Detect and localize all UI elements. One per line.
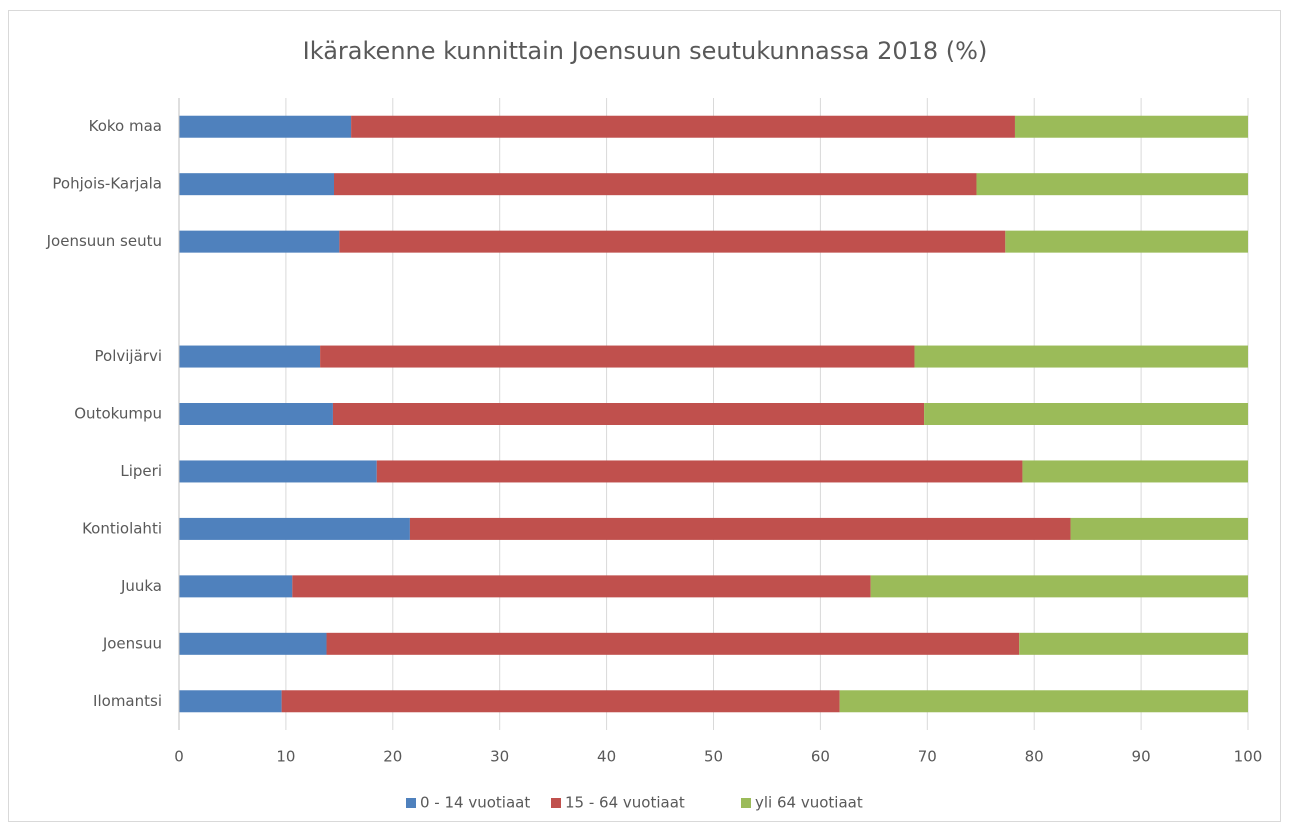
x-tick-label: 0 [174,748,184,766]
y-tick-label: Koko maa [89,117,162,135]
bar-segment [1005,230,1248,253]
y-tick-label: Juuka [120,577,162,595]
x-tick-label: 30 [490,748,509,766]
bar-segment [179,230,340,253]
x-tick-label: 80 [1025,748,1044,766]
bar-segment [179,403,333,425]
bar-segment [914,345,1248,368]
bar-segment [179,115,352,138]
bar-segment [976,173,1248,196]
bar-segment [179,517,410,540]
y-tick-label: Joensuun seutu [46,232,162,250]
bar-segment [1019,632,1248,655]
legend-swatch [551,798,561,808]
x-tick-label: 20 [383,748,402,766]
y-tick-label: Outokumpu [74,405,162,423]
x-tick-label: 40 [597,748,616,766]
bar-segment [334,173,977,196]
bar-segment [351,115,1015,138]
bar-segment [870,575,1248,598]
x-tick-label: 70 [918,748,937,766]
bar-segment [179,173,335,196]
y-tick-label: Ilomantsi [93,692,162,710]
bar-segment [409,517,1071,540]
y-tick-label: Polvijärvi [95,347,162,365]
bar-segment [281,690,840,713]
bar-segment [339,230,1006,253]
bar-segment [1014,115,1248,138]
x-tick-label: 60 [811,748,830,766]
x-tick-label: 100 [1234,748,1263,766]
x-tick-label: 90 [1132,748,1151,766]
bar-segment [1022,460,1248,483]
y-tick-label: Joensuu [102,634,162,652]
bar-segment [924,403,1248,425]
bar-segment [179,345,321,368]
bar-segment [292,575,871,598]
bar-segment [332,403,925,425]
x-tick-label: 10 [276,748,295,766]
y-tick-label: Liperi [120,462,162,480]
y-tick-label: Kontiolahti [82,519,162,537]
bar-segment [179,632,327,655]
legend-label: yli 64 vuotiaat [755,794,863,812]
bar-segment [320,345,915,368]
bar-segment [179,690,282,713]
bar-segment [839,690,1248,713]
bar-segment [179,575,293,598]
legend-swatch [741,798,751,808]
legend-label: 15 - 64 vuotiaat [565,794,685,812]
legend-swatch [406,798,416,808]
bar-segment [326,632,1020,655]
x-tick-label: 50 [704,748,723,766]
bar-segment [376,460,1023,483]
bar-segment [1070,517,1248,540]
y-tick-label: Pohjois-Karjala [52,175,162,193]
bar-segment [179,460,377,483]
legend-label: 0 - 14 vuotiaat [420,794,530,812]
chart-title: Ikärakenne kunnittain Joensuun seutukunn… [303,37,988,65]
